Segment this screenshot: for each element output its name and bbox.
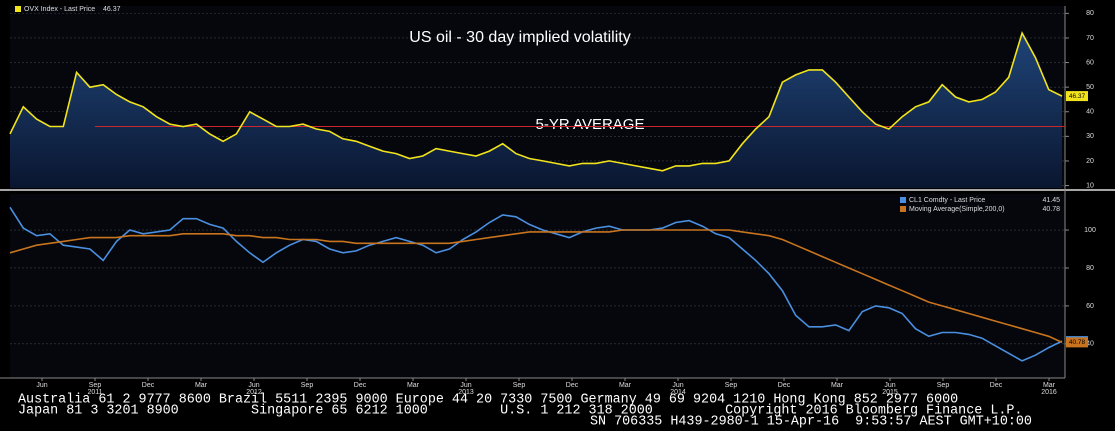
area xyxy=(10,33,1062,188)
x-year-label: 2013 xyxy=(458,389,474,396)
legend-swatch xyxy=(15,6,21,12)
line xyxy=(9,31,1063,172)
x-tick-label: Jun xyxy=(672,382,683,389)
x-tick-label: Dec xyxy=(778,382,791,389)
x-tick-label: Mar xyxy=(195,382,208,389)
x-tick-label: Jun xyxy=(248,382,259,389)
x-tick-label: Sep xyxy=(513,382,526,389)
line xyxy=(9,229,1063,344)
line xyxy=(9,206,1063,362)
legend-label: CL1 Comdty - Last Price xyxy=(909,197,985,204)
y-tick-label: 40 xyxy=(1086,109,1094,116)
x-tick-label: Sep xyxy=(301,382,314,389)
x-tick-label: Dec xyxy=(566,382,579,389)
y-tick-label: 60 xyxy=(1086,303,1094,310)
x-tick-label: Mar xyxy=(619,382,632,389)
x-tick-label: Sep xyxy=(725,382,738,389)
x-tick-label: Mar xyxy=(831,382,844,389)
last-price-label: 40.78 xyxy=(1069,339,1086,346)
x-year-label: 2012 xyxy=(246,389,262,396)
x-tick-label: Dec xyxy=(990,382,1003,389)
x-tick-label: Dec xyxy=(354,382,367,389)
legend-label: OVX Index - Last Price xyxy=(24,6,95,13)
y-tick-label: 40 xyxy=(1086,341,1094,348)
y-tick-label: 20 xyxy=(1086,158,1094,165)
legend-value: 46.37 xyxy=(103,6,121,13)
legend-swatch xyxy=(900,206,906,212)
footer-line: SN 706335 H439-2980-1 15-Apr-16 9:53:57 … xyxy=(590,415,1032,430)
y-tick-label: 30 xyxy=(1086,133,1094,140)
x-tick-label: Jun xyxy=(884,382,895,389)
y-tick-label: 60 xyxy=(1086,59,1094,66)
x-tick-label: Mar xyxy=(407,382,420,389)
x-year-label: 2011 xyxy=(87,389,102,396)
y-tick-label: 50 xyxy=(1086,84,1094,91)
bottom-panel xyxy=(10,194,1065,378)
last-price-tag xyxy=(1066,337,1088,348)
y-tick-label: 100 xyxy=(1084,227,1096,234)
x-tick-label: Dec xyxy=(142,382,155,389)
legend-value: 40.78 xyxy=(1042,206,1060,213)
footer-line: Australia 61 2 9777 8600 Brazil 5511 239… xyxy=(18,393,958,408)
x-year-label: 2015 xyxy=(882,389,898,396)
y-tick-label: 70 xyxy=(1086,35,1094,42)
y-tick-label: 80 xyxy=(1086,10,1094,17)
x-year-label: 2016 xyxy=(1041,389,1057,396)
x-tick-label: Mar xyxy=(1043,382,1056,389)
x-tick-label: Jun xyxy=(36,382,47,389)
x-tick-label: Sep xyxy=(89,382,102,389)
legend-value: 41.45 xyxy=(1042,197,1060,204)
legend-swatch xyxy=(900,197,906,203)
chart-title: US oil - 30 day implied volatility xyxy=(409,29,630,46)
y-tick-label: 10 xyxy=(1086,182,1094,189)
footer-line: Japan 81 3 3201 8900 Singapore 65 6212 1… xyxy=(18,404,1022,419)
legend-label: Moving Average(Simple,200,0) xyxy=(909,206,1005,213)
x-year-label: 2014 xyxy=(670,389,686,396)
last-price-tag xyxy=(1066,91,1088,102)
x-tick-label: Jun xyxy=(460,382,471,389)
y-tick-label: 80 xyxy=(1086,265,1094,272)
last-price-label: 46.37 xyxy=(1069,93,1086,100)
annotation: 5-YR AVERAGE xyxy=(536,116,645,133)
x-tick-label: Sep xyxy=(937,382,950,389)
